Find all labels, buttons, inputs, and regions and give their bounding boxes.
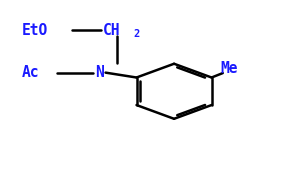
Text: EtO: EtO <box>22 23 48 37</box>
Text: CH: CH <box>103 23 120 37</box>
Text: Ac: Ac <box>22 65 39 80</box>
Text: Me: Me <box>220 61 238 76</box>
Text: 2: 2 <box>133 29 140 39</box>
Text: N: N <box>96 65 104 80</box>
